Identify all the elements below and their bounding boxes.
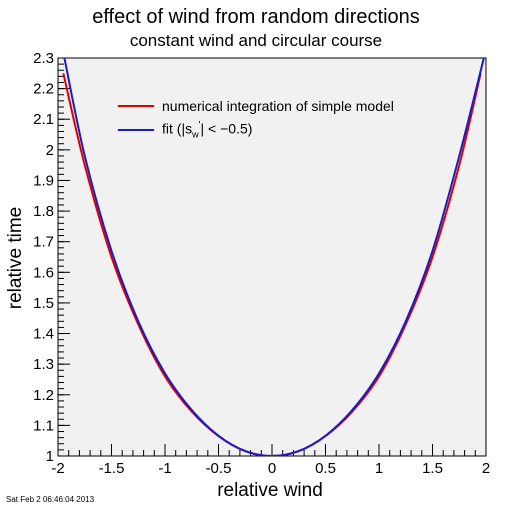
y-tick-label: 1.9	[33, 172, 54, 189]
y-tick-label: 1.3	[33, 356, 54, 373]
x-tick-label: -0.5	[206, 460, 232, 477]
legend-item-fit: fit (|sw'| < −0.5)	[118, 118, 394, 142]
y-tick-label: 2.3	[33, 50, 54, 67]
series-line-fit	[63, 58, 485, 456]
legend-swatch-red	[118, 105, 154, 107]
y-tick-label: 1.1	[33, 417, 54, 434]
x-tick-label: 0	[268, 460, 276, 477]
x-axis-label: relative wind	[217, 480, 323, 501]
series-lines	[62, 58, 485, 456]
y-tick-label: 1.7	[33, 234, 54, 251]
timestamp: Sat Feb 2 06:46:04 2013	[6, 495, 95, 504]
y-tick-label: 2.2	[33, 81, 54, 98]
legend: numerical integration of simple model fi…	[118, 94, 394, 142]
y-tick-label: 1.8	[33, 203, 54, 220]
y-tick-label: 2	[46, 142, 54, 159]
axis-ticks: -2 -1.5 -1 -0.5 0 0.5 1 1.5 2 1 1.1 1.2 1.3 1.4 1.5 1.6…	[33, 50, 490, 477]
x-tick-label: 0.5	[315, 460, 336, 477]
x-tick-label: 1.5	[422, 460, 443, 477]
chart-title: effect of wind from random directions	[92, 6, 420, 28]
y-tick-label: 1.2	[33, 387, 54, 404]
legend-label-fit: fit (|sw'| < −0.5)	[162, 120, 253, 140]
y-tick-label: 1.5	[33, 295, 54, 312]
legend-label-numerical: numerical integration of simple model	[162, 98, 394, 114]
y-tick-label: 2.1	[33, 111, 54, 128]
x-tick-label: 1	[375, 460, 383, 477]
y-tick-label: 1.4	[33, 326, 54, 343]
chart-subtitle: constant wind and circular course	[129, 31, 383, 50]
legend-swatch-blue	[118, 129, 154, 131]
y-axis-label: relative time	[5, 206, 26, 310]
series-line-numerical	[62, 73, 482, 456]
x-tick-label: -1	[158, 460, 171, 477]
y-tick-label: 1	[46, 448, 54, 465]
plot-area	[57, 57, 487, 457]
x-tick-label: -2	[51, 460, 64, 477]
legend-item-numerical: numerical integration of simple model	[118, 94, 394, 118]
y-tick-label: 1.6	[33, 264, 54, 281]
x-tick-label: 2	[482, 460, 490, 477]
x-tick-label: -1.5	[99, 460, 125, 477]
